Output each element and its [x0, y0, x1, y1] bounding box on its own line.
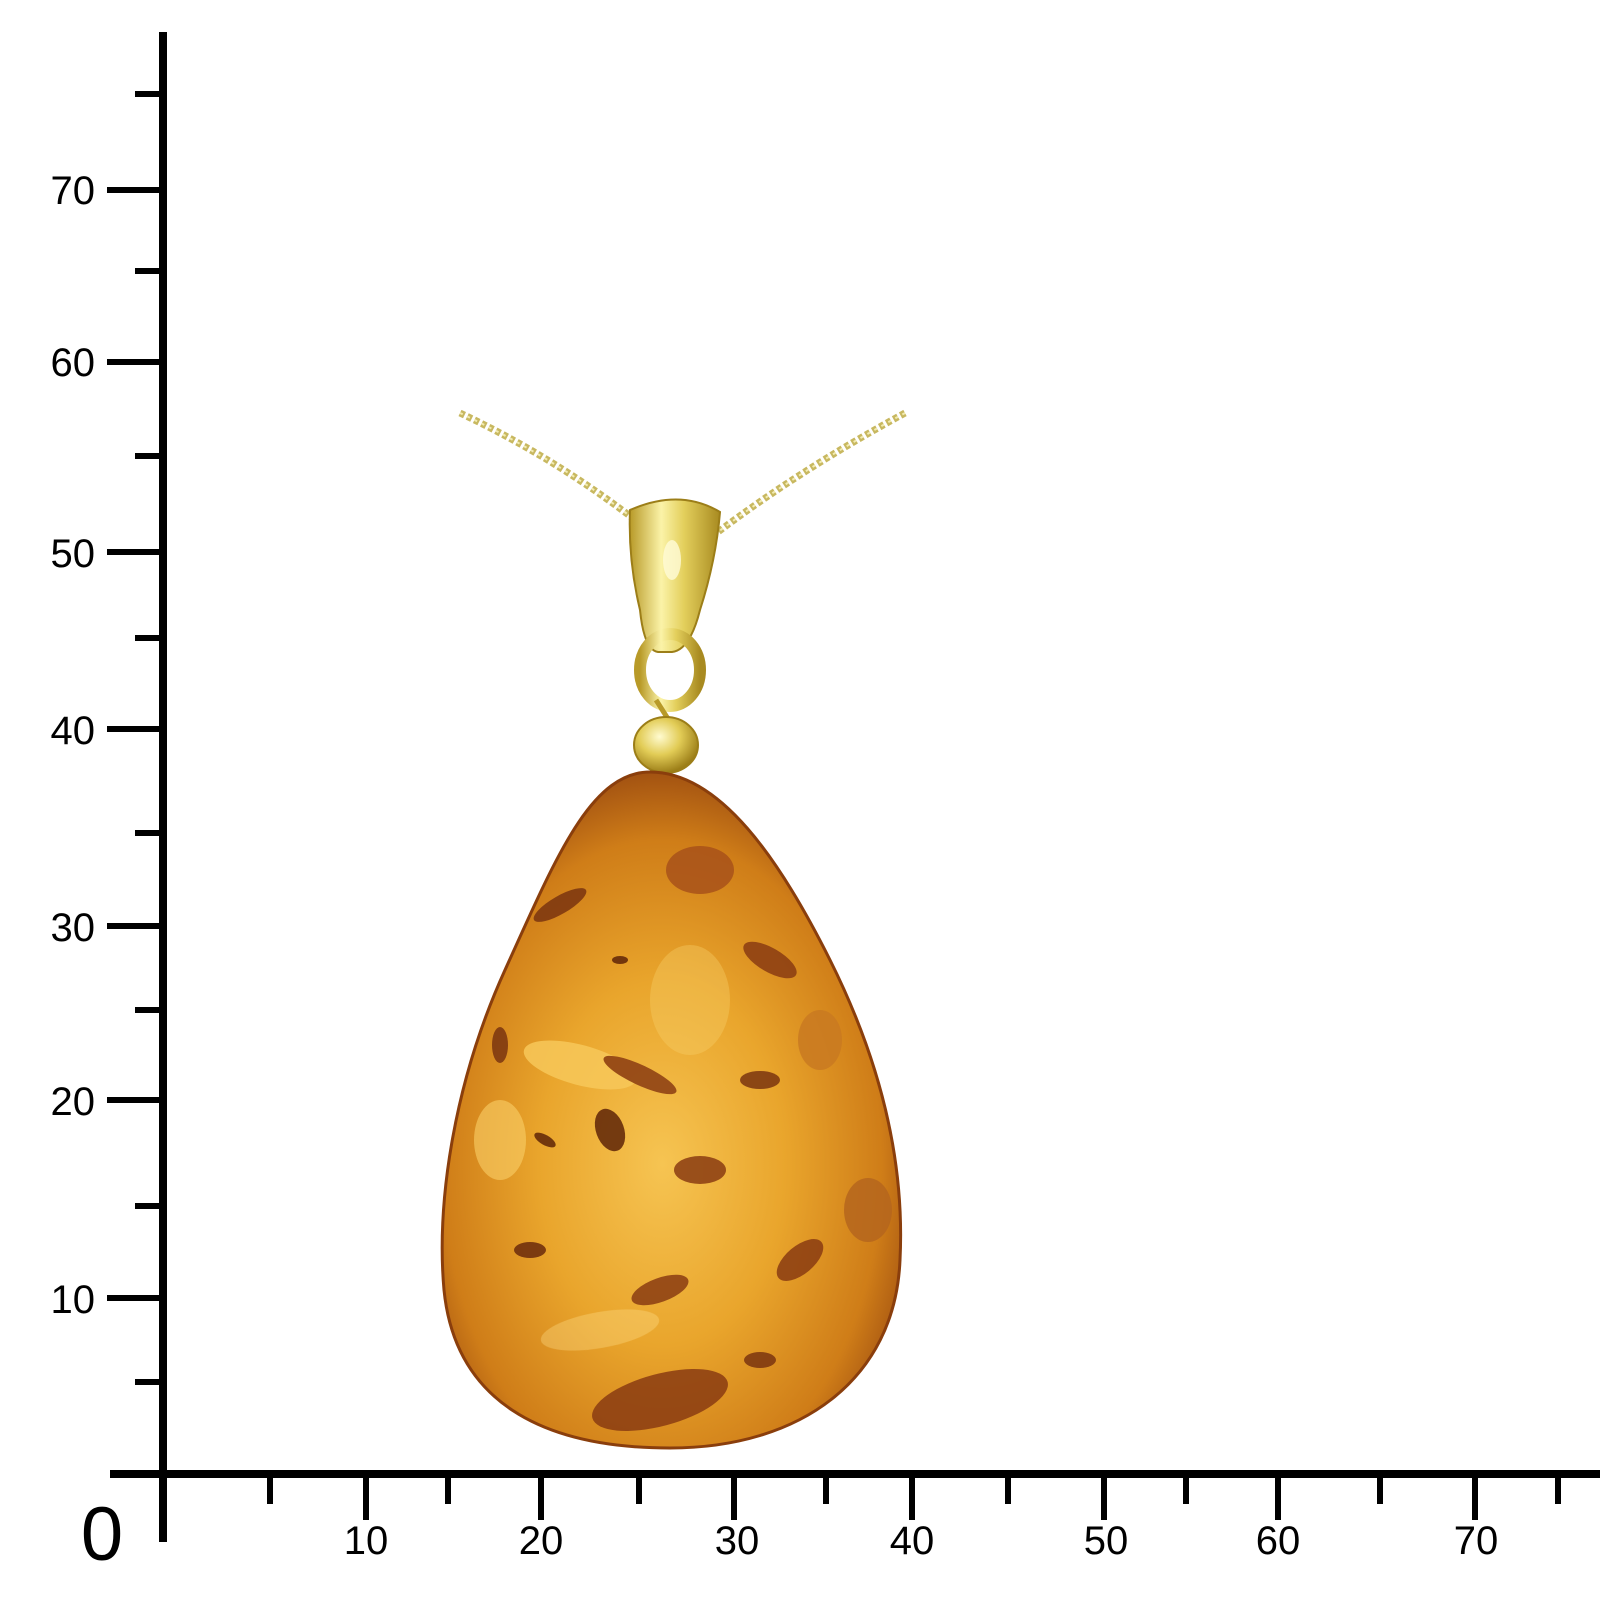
pendant [440, 409, 907, 1450]
x-label-40: 40 [890, 1519, 935, 1563]
amber-inclusions [474, 846, 892, 1431]
y-label-10: 10 [51, 1278, 96, 1322]
y-label-20: 20 [51, 1080, 96, 1124]
y-label-50: 50 [51, 532, 96, 576]
y-tick-labels: 70 60 50 40 30 20 10 [51, 169, 96, 1322]
y-label-30: 30 [51, 906, 96, 950]
x-ticks [267, 1474, 1561, 1520]
y-label-70: 70 [51, 169, 96, 213]
x-label-70: 70 [1454, 1519, 1499, 1563]
bail-highlight [663, 540, 681, 580]
x-label-10: 10 [344, 1519, 389, 1563]
amber-highlight [540, 1309, 660, 1351]
x-label-50: 50 [1084, 1519, 1129, 1563]
x-label-20: 20 [519, 1519, 564, 1563]
y-label-40: 40 [51, 709, 96, 753]
bead-cap [633, 716, 699, 774]
y-ticks [107, 91, 163, 1385]
x-label-60: 60 [1256, 1519, 1301, 1563]
jump-ring [634, 628, 706, 712]
y-label-60: 60 [51, 341, 96, 385]
scale-axes [110, 32, 1600, 1542]
x-label-30: 30 [715, 1519, 760, 1563]
origin-label: 0 [81, 1492, 123, 1577]
chain [458, 409, 907, 535]
x-tick-labels: 10 20 30 40 50 60 70 [344, 1519, 1499, 1563]
